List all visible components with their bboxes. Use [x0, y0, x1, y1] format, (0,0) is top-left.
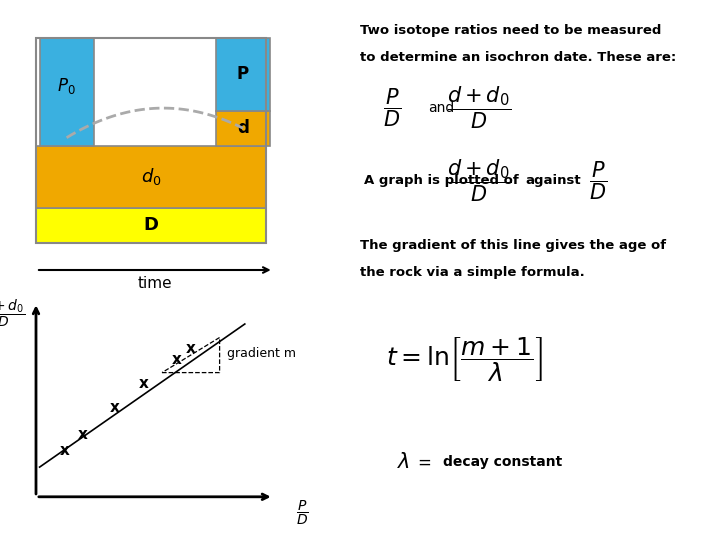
Text: time: time [138, 276, 172, 291]
Text: $\dfrac{d+d_0}{D}$: $\dfrac{d+d_0}{D}$ [0, 298, 25, 329]
Text: and: and [428, 101, 454, 115]
Bar [36, 208, 266, 243]
Text: x: x [186, 341, 196, 356]
Text: $d_0$: $d_0$ [141, 166, 161, 187]
Text: x: x [171, 352, 181, 367]
Bar [216, 111, 270, 146]
Text: x: x [60, 443, 70, 458]
Text: x: x [110, 400, 120, 415]
Text: $\dfrac{P}{D}$: $\dfrac{P}{D}$ [296, 499, 309, 527]
Text: $\dfrac{d+d_0}{D}$: $\dfrac{d+d_0}{D}$ [447, 85, 510, 131]
Text: x: x [78, 427, 88, 442]
Text: $P_0$: $P_0$ [58, 76, 76, 97]
Bar [216, 38, 270, 111]
Text: against: against [526, 174, 581, 187]
Text: $\dfrac{P}{D}$: $\dfrac{P}{D}$ [383, 87, 402, 129]
Bar [36, 146, 266, 208]
Text: The gradient of this line gives the age of: The gradient of this line gives the age … [360, 239, 666, 252]
Text: gradient m: gradient m [227, 347, 296, 360]
Text: $\lambda$: $\lambda$ [397, 451, 410, 472]
Text: $t = \ln\!\left[\dfrac{m+1}{\lambda}\right]$: $t = \ln\!\left[\dfrac{m+1}{\lambda}\rig… [386, 335, 543, 383]
Text: $\dfrac{d+d_0}{D}$: $\dfrac{d+d_0}{D}$ [447, 158, 510, 204]
Text: Two isotope ratios need to be measured: Two isotope ratios need to be measured [360, 24, 662, 37]
Text: P: P [237, 65, 249, 83]
Text: decay constant: decay constant [443, 455, 562, 469]
Text: $=$: $=$ [414, 453, 431, 471]
Text: D: D [144, 217, 158, 234]
Text: $\dfrac{P}{D}$: $\dfrac{P}{D}$ [588, 160, 607, 202]
Bar [40, 38, 94, 146]
Text: the rock via a simple formula.: the rock via a simple formula. [360, 266, 585, 279]
Text: x: x [139, 376, 149, 391]
Text: to determine an isochron date. These are:: to determine an isochron date. These are… [360, 51, 676, 64]
Text: A graph is plotted of: A graph is plotted of [364, 174, 518, 187]
Bar [36, 38, 266, 243]
Text: d: d [237, 119, 249, 137]
